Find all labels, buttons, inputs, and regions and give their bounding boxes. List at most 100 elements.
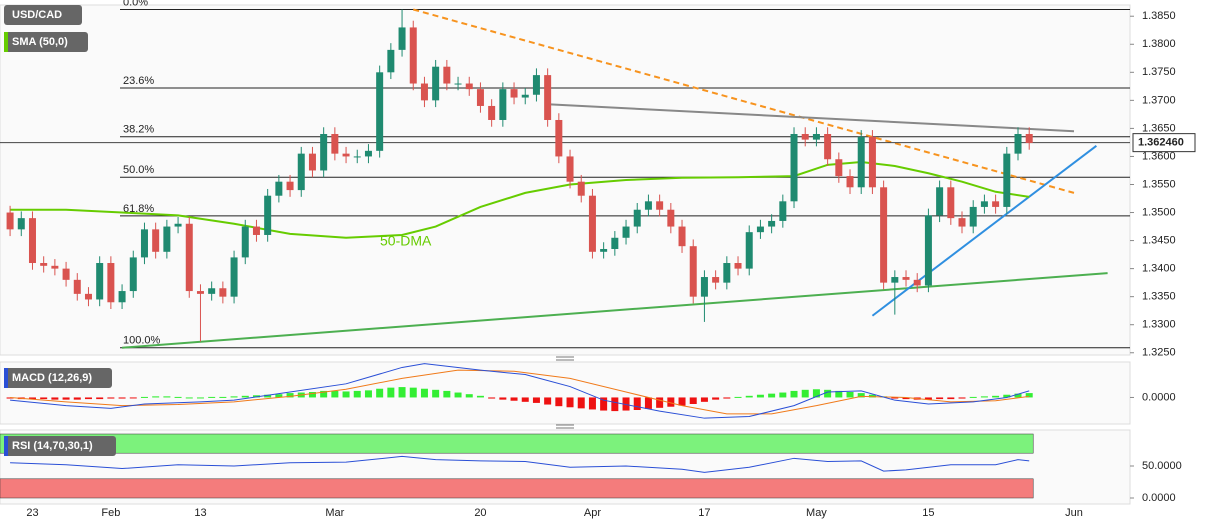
y-tick-label: 0.0000 [1142, 492, 1176, 504]
histogram-bar [980, 396, 988, 398]
histogram-bar [902, 397, 910, 400]
candle-body [364, 150, 372, 157]
rsi-legend-swatch [4, 436, 8, 456]
trend-line [871, 144, 1098, 317]
rsi-legend: RSI (14,70,30,1) [12, 440, 93, 452]
histogram-bar [790, 390, 798, 398]
histogram-bar [499, 397, 507, 400]
x-tick-label: Feb [101, 507, 120, 519]
histogram-bar [633, 397, 641, 410]
histogram-bar [420, 388, 428, 398]
histogram-bar [644, 397, 652, 409]
candle-body [308, 153, 316, 171]
histogram-bar [588, 397, 596, 410]
candle-body [902, 277, 910, 280]
histogram-bar [857, 393, 865, 398]
y-tick-label: 1.3250 [1142, 347, 1176, 359]
histogram-bar [230, 396, 238, 398]
histogram-bar [1014, 393, 1022, 398]
candle-body [700, 277, 708, 297]
y-tick-label: 1.3850 [1142, 10, 1176, 22]
y-tick-label: 0.0000 [1142, 391, 1176, 403]
histogram-bar [566, 397, 574, 408]
histogram-bar [958, 397, 966, 399]
macd-line [10, 363, 1030, 419]
histogram-bar [409, 387, 417, 398]
candle-body [768, 220, 776, 227]
candle-body [443, 66, 451, 84]
fib-label: 61.8% [123, 203, 154, 215]
candle-body [84, 293, 92, 300]
candle-body [1014, 134, 1022, 154]
x-tick-label: 13 [194, 507, 206, 519]
candle-body [398, 27, 406, 50]
histogram-bar [398, 387, 406, 398]
candle-body [633, 209, 641, 227]
histogram-bar [6, 397, 14, 399]
y-tick-label: 1.3650 [1142, 122, 1176, 134]
candle-body [331, 134, 339, 154]
candle-body [712, 277, 720, 283]
candle-body [857, 136, 865, 188]
candle-body [790, 134, 798, 202]
symbol-legend-box [4, 5, 82, 25]
histogram-bar [342, 391, 350, 398]
candle-body [667, 209, 675, 227]
histogram-bar [801, 389, 809, 398]
histogram-bar [969, 396, 977, 398]
histogram-bar [28, 397, 36, 400]
candle-body [476, 89, 484, 106]
histogram-bar [723, 397, 731, 399]
x-tick-label: Apr [584, 507, 601, 519]
histogram-bar [241, 395, 249, 398]
candle-body [689, 246, 697, 297]
histogram-bar [656, 397, 664, 408]
candle-body [51, 265, 59, 269]
x-tick-label: May [806, 507, 827, 519]
histogram-bar [768, 393, 776, 398]
panel-grip[interactable] [556, 356, 574, 361]
histogram-bar [611, 397, 619, 412]
histogram-bar [140, 396, 148, 398]
candle-body [880, 187, 888, 283]
macd-panel [0, 361, 1131, 425]
histogram-bar [152, 396, 160, 398]
x-tick-label: 15 [922, 507, 934, 519]
histogram-bar [1003, 394, 1011, 398]
candle-body [163, 226, 171, 252]
histogram-bar [835, 390, 843, 398]
candle-body [779, 201, 787, 221]
candle-body [152, 229, 160, 252]
panel-grip[interactable] [556, 424, 574, 429]
histogram-bar [196, 397, 204, 399]
candle-body [275, 181, 283, 196]
candle-body [723, 263, 731, 283]
trend-line [412, 8, 1075, 194]
fib-label: 23.6% [123, 75, 154, 87]
y-tick-label: 1.3500 [1142, 206, 1176, 218]
y-tick-label: 1.3600 [1142, 150, 1176, 162]
histogram-bar [51, 397, 59, 400]
candle-body [611, 237, 619, 249]
candle-body [174, 223, 182, 227]
y-tick-label: 1.3750 [1142, 66, 1176, 78]
histogram-bar [174, 396, 182, 398]
histogram-bar [667, 397, 675, 407]
trend-line [121, 272, 1108, 349]
histogram-bar [600, 397, 608, 411]
last-price-box [1132, 133, 1196, 153]
histogram-bar [96, 397, 104, 400]
candle-body [846, 176, 854, 188]
histogram-bar [779, 392, 787, 398]
rsi-legend-box [4, 436, 116, 456]
candle-body [734, 263, 742, 269]
candle-body [28, 218, 36, 264]
candle-body [891, 277, 899, 283]
y-tick-label: 1.3450 [1142, 234, 1176, 246]
candle-body [756, 226, 764, 233]
histogram-bar [745, 395, 753, 398]
candle-body [812, 134, 820, 140]
symbol-legend: USD/CAD [12, 9, 62, 21]
histogram-bar [712, 397, 720, 400]
y-tick-label: 50.0000 [1142, 460, 1182, 472]
